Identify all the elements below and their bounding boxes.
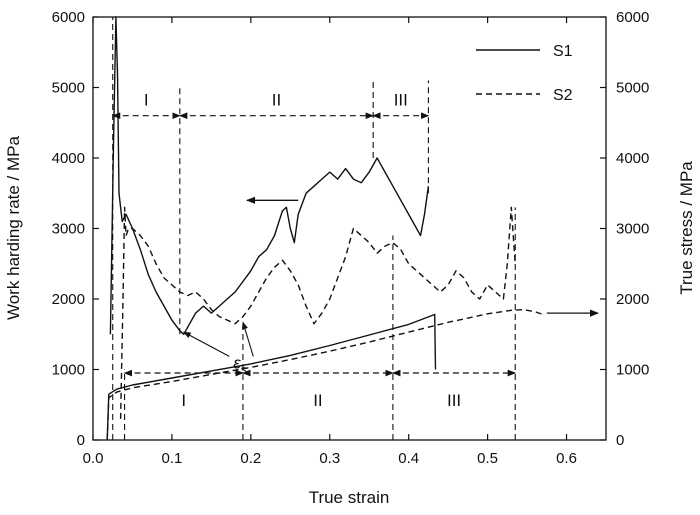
region-label: III <box>447 391 461 410</box>
y-tick-label-left: 6000 <box>52 9 85 26</box>
direction-arrows <box>245 196 600 317</box>
y-tick-label-right: 6000 <box>616 9 649 26</box>
x-tick-label: 0.6 <box>556 450 577 467</box>
x-tick-label: 0.5 <box>477 450 498 467</box>
x-tick-label: 0.2 <box>240 450 261 467</box>
series-s2-work-hardening <box>119 206 516 419</box>
y-axis-title-right: True stress / MPa <box>677 161 696 295</box>
vertical-markers <box>112 17 516 440</box>
series-s2-true-stress <box>106 308 544 441</box>
region-label: II <box>272 91 281 110</box>
region-label: I <box>181 391 186 410</box>
x-tick-label: 0.3 <box>319 450 340 467</box>
annotation-pointer <box>183 331 230 357</box>
annotation-subscript: s <box>241 362 247 376</box>
legend: S1 S2 <box>476 43 573 104</box>
y-tick-label-left: 3000 <box>52 221 85 238</box>
y-tick-label-left: 1000 <box>52 362 85 379</box>
y-tick-label-left: 5000 <box>52 80 85 97</box>
ticks: 0.0 0.1 0.2 0.3 0.4 0.5 0.6 0 0 1000 1000 2000 2000 3… <box>52 9 650 467</box>
y-tick-label-right: 1000 <box>616 362 649 379</box>
region-label: I <box>144 91 149 110</box>
x-tick-label: 0.4 <box>398 450 419 467</box>
legend-label-s2: S2 <box>553 87 573 104</box>
series-lines <box>106 16 544 441</box>
x-tick-label: 0.0 <box>83 450 104 467</box>
y-tick-label-right: 3000 <box>616 221 649 238</box>
legend-label-s1: S1 <box>553 43 573 60</box>
y-axis-title-left: Work harding rate / MPa <box>4 135 23 319</box>
y-tick-label-right: 2000 <box>616 291 649 308</box>
series-s1-true-stress <box>106 313 437 441</box>
y-tick-label-right: 4000 <box>616 150 649 167</box>
plot-frame <box>92 16 607 441</box>
x-tick-label: 0.1 <box>161 450 182 467</box>
region-label: III <box>394 91 408 110</box>
y-tick-label-right: 0 <box>616 432 624 449</box>
series-s1-work-hardening <box>109 16 430 335</box>
y-tick-label-left: 2000 <box>52 291 85 308</box>
x-axis-title: True strain <box>309 488 390 507</box>
annotation-pointer <box>242 321 254 357</box>
region-label: II <box>313 391 322 410</box>
y-tick-label-right: 5000 <box>616 80 649 97</box>
axes-frame <box>92 16 607 441</box>
y-tick-label-left: 0 <box>77 432 85 449</box>
y-tick-label-left: 4000 <box>52 150 85 167</box>
